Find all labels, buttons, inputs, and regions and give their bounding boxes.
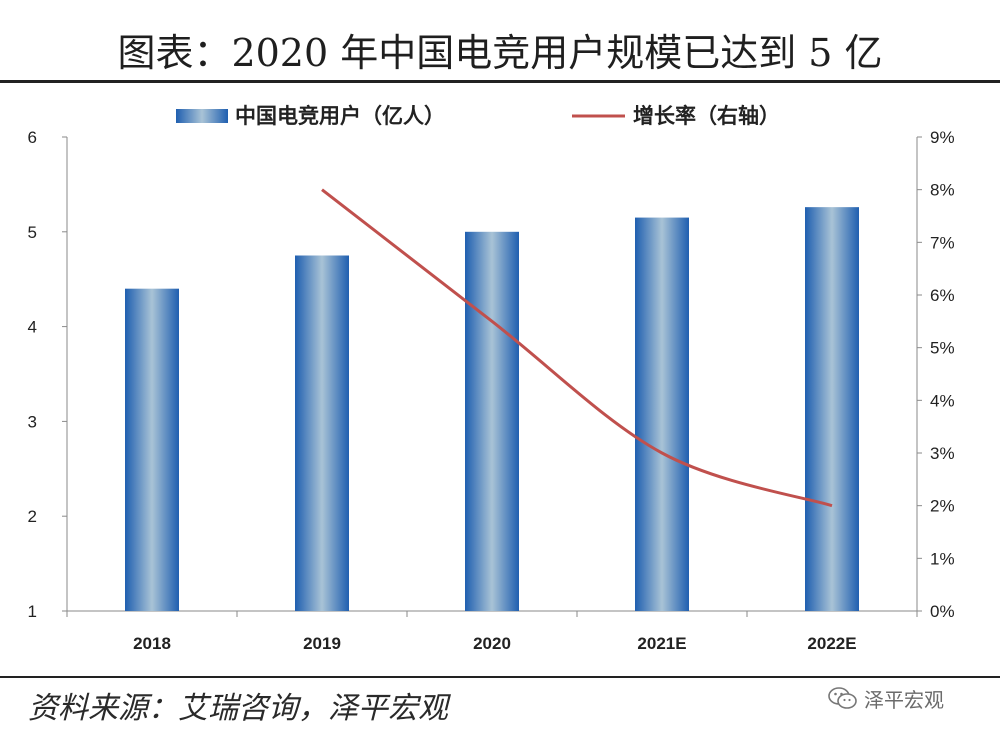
watermark-text: 泽平宏观	[864, 688, 944, 712]
y-left-tick-label: 5	[28, 223, 37, 242]
y-right-tick-label: 1%	[930, 549, 955, 568]
y-right-tick-label: 5%	[930, 339, 955, 358]
wechat-icon	[828, 686, 857, 709]
legend-line-label: 增长率（右轴）	[633, 104, 780, 128]
legend: 中国电竞用户（亿人） 增长率（右轴）	[176, 104, 780, 128]
y-left-tick-label: 4	[28, 318, 37, 337]
bar	[295, 255, 349, 611]
growth-line	[321, 188, 833, 508]
y-right-tick-label: 9%	[930, 128, 955, 147]
bar	[125, 288, 179, 611]
y-right-tick-label: 0%	[930, 602, 955, 621]
bar	[465, 231, 519, 612]
legend-bar-swatch	[176, 109, 228, 123]
title-divider	[0, 80, 1000, 83]
bar-series	[125, 207, 859, 612]
y-right-tick-label: 2%	[930, 497, 955, 516]
legend-bar-label: 中国电竞用户（亿人）	[235, 104, 445, 128]
y-left-tick-label: 3	[28, 412, 37, 431]
combo-chart: 中国电竞用户（亿人） 增长率（右轴） 1 2 3 4 5 6 0% 1% 2% 3% 4% 5% 6% 7…	[28, 104, 955, 653]
source-divider	[0, 676, 1000, 678]
x-tick-label: 2021E	[637, 634, 686, 653]
bar	[635, 217, 689, 611]
watermark: 泽平宏观	[828, 684, 944, 713]
y-right-tick-label: 3%	[930, 444, 955, 463]
source-note: 资料来源：艾瑞咨询，泽平宏观	[28, 691, 448, 726]
x-tick-label: 2018	[133, 634, 171, 653]
page-title: 图表：2020 年中国电竞用户规模已达到 5 亿	[117, 31, 883, 75]
y-right-tick-label: 8%	[930, 181, 955, 200]
x-tick-label: 2022E	[807, 634, 856, 653]
y-left-tick-label: 6	[28, 128, 37, 147]
y-left-tick-label: 1	[28, 602, 37, 621]
axes: 1 2 3 4 5 6 0% 1% 2% 3% 4% 5% 6% 7% 8% 9% 2018 2019 2020 20…	[28, 128, 955, 653]
y-left-tick-label: 2	[28, 507, 37, 526]
y-right-tick-label: 6%	[930, 286, 955, 305]
bar	[805, 207, 859, 611]
y-right-tick-label: 4%	[930, 391, 955, 410]
y-right-tick-label: 7%	[930, 233, 955, 252]
line-series	[321, 188, 833, 508]
x-tick-label: 2019	[303, 634, 341, 653]
x-tick-label: 2020	[473, 634, 511, 653]
